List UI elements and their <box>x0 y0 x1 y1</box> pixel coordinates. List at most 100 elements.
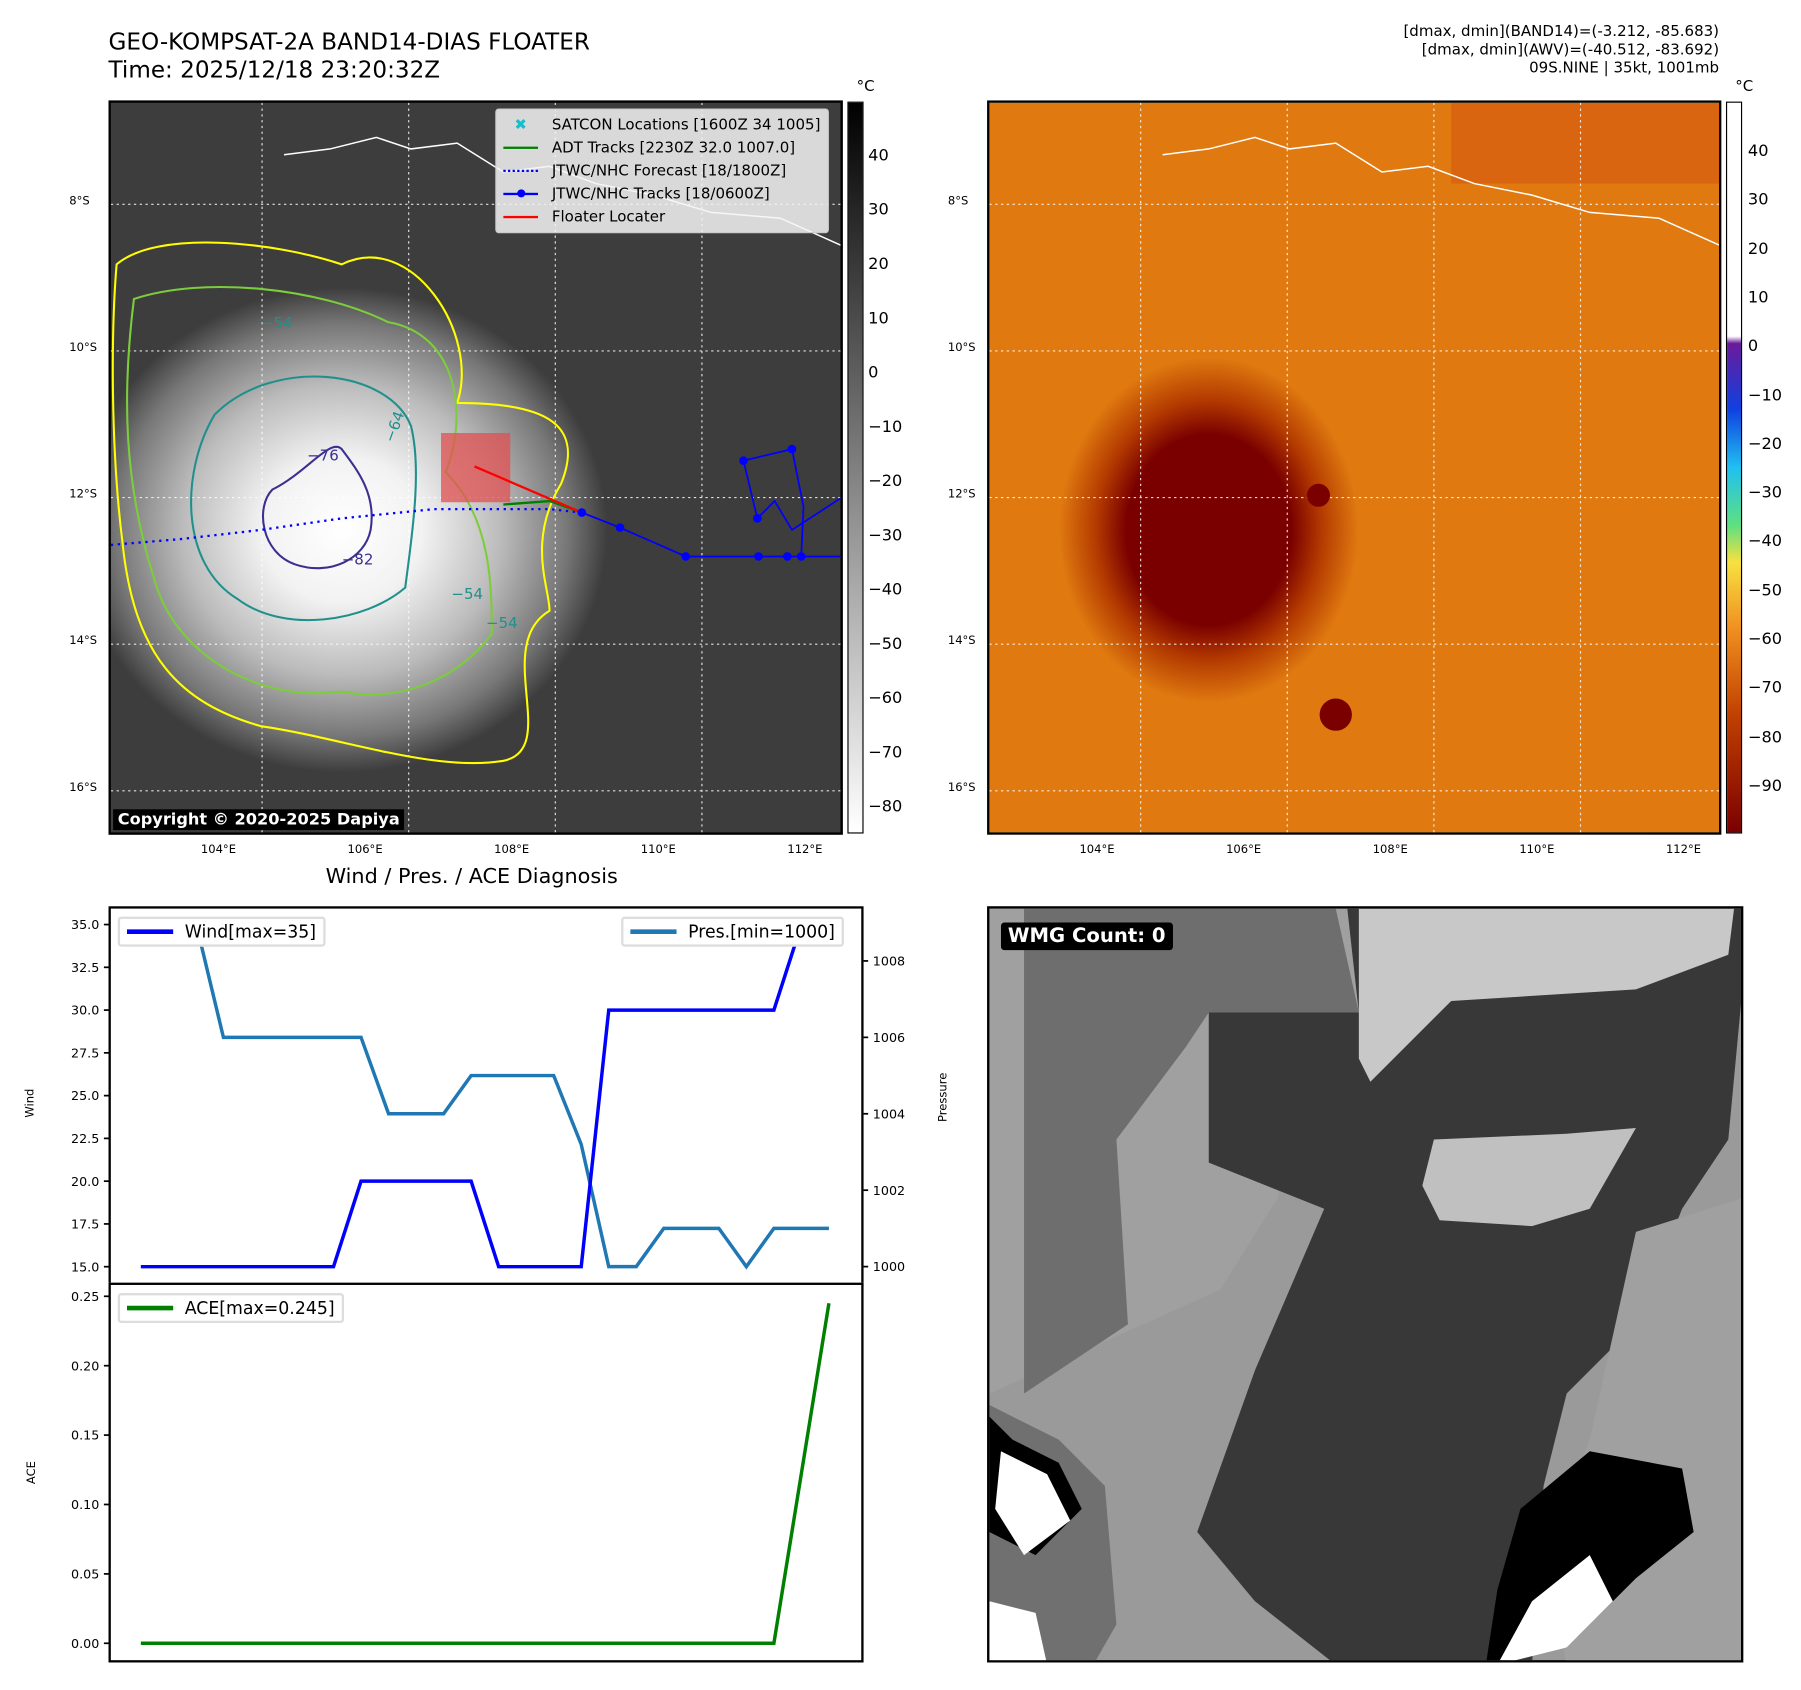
lon-tick-label: 106°E <box>1226 843 1262 857</box>
y-tick-label: 0.00 <box>71 1636 99 1651</box>
lon-tick-label: 104°E <box>1079 843 1115 857</box>
right-colorbar-tick: −70 <box>1747 679 1783 698</box>
right-colorbar-tick: −10 <box>1747 386 1783 405</box>
legend-item-adt: ADT Tracks [2230Z 32.0 1007.0] <box>503 136 820 159</box>
wmg-image <box>989 908 1741 1661</box>
y-tick-label: 30.0 <box>71 1003 99 1018</box>
right-colorbar-tick: 20 <box>1747 239 1769 259</box>
legend-label: ACE[max=0.245] <box>184 1297 335 1319</box>
legend-item-tracks: JTWC/NHC Tracks [18/0600Z] <box>503 182 820 205</box>
title-line-2: Time: 2025/12/18 23:20:32Z <box>108 55 441 84</box>
left-colorbar-tick: 40 <box>868 146 889 166</box>
y-tick-label: 25.0 <box>71 1088 99 1103</box>
lon-tick-label: 108°E <box>494 843 530 857</box>
ir-map-panel: −54 −64 −76 −82 −54 −54 ✖ SATCON Location… <box>108 100 843 835</box>
line-dot-icon <box>503 189 538 198</box>
jtwc-best-track <box>577 444 841 561</box>
gridlines <box>989 102 1720 833</box>
lon-tick-label: 112°E <box>1665 843 1702 857</box>
legend-item-satcon: ✖ SATCON Locations [1600Z 34 1005] <box>503 113 820 136</box>
ace-plot <box>108 1282 864 1663</box>
left-colorbar-tick: −20 <box>868 472 903 491</box>
contour-teal <box>190 375 417 622</box>
wind-pressure-plot <box>108 906 864 1287</box>
lat-tick-label: 12°S <box>69 488 98 502</box>
right-colorbar-tick: −80 <box>1747 728 1783 747</box>
y-tick-label: 0.15 <box>71 1428 99 1443</box>
left-colorbar-tick: −80 <box>868 797 903 817</box>
y-tick-label: 0.25 <box>71 1289 99 1304</box>
wind-axis-label: Wind <box>24 1088 38 1118</box>
jtwc-forecast-track <box>110 507 582 547</box>
ace-legend: ACE[max=0.245] <box>117 1293 344 1324</box>
y-tick-label: 15.0 <box>71 1259 99 1274</box>
lat-tick-label: 10°S <box>69 341 98 355</box>
left-colorbar <box>847 101 864 834</box>
left-colorbar-tick: −40 <box>868 580 903 600</box>
left-colorbar-tick: −60 <box>868 689 903 708</box>
lat-tick-label: 12°S <box>947 488 976 502</box>
pressure-axis-label: Pressure <box>937 1072 950 1123</box>
right-colorbar-tick: 10 <box>1747 288 1769 307</box>
title-line-1: GEO-KOMPSAT-2A BAND14-DIAS FLOATER <box>108 27 590 56</box>
info-storm: 09S.NINE | 35kt, 1001mb <box>1529 60 1720 78</box>
right-colorbar-tick: 40 <box>1747 142 1769 161</box>
left-colorbar-tick: −70 <box>868 743 903 762</box>
y-tick-label: 1002 <box>873 1183 905 1198</box>
wind-legend: Wind[max=35] <box>117 916 326 947</box>
info-awv: [dmax, dmin](AWV)=(-40.512, -83.692) <box>1421 41 1720 59</box>
right-colorbar-tick: −30 <box>1747 483 1783 503</box>
legend-label: Pres.[min=1000] <box>688 921 835 943</box>
storm-info: [dmax, dmin](BAND14)=(-3.212, -85.683) [… <box>1403 23 1719 78</box>
contour-purple <box>261 445 373 570</box>
lat-tick-label: 8°S <box>69 195 90 208</box>
wmg-count-label: WMG Count: 0 <box>1000 922 1173 951</box>
y-tick-label: 32.5 <box>71 960 99 975</box>
wmg-panel: WMG Count: 0 <box>987 906 1744 1663</box>
figure-title: GEO-KOMPSAT-2A BAND14-DIAS FLOATER Time:… <box>109 28 590 83</box>
lat-tick-label: 14°S <box>69 634 98 648</box>
info-band14: [dmax, dmin](BAND14)=(-3.212, -85.683) <box>1403 23 1720 41</box>
left-colorbar-tick: 0 <box>868 363 879 383</box>
lat-tick-label: 16°S <box>69 781 98 795</box>
y-tick-label: 1008 <box>873 954 905 969</box>
wind-line-swatch-icon <box>126 929 174 934</box>
contour-yellow <box>111 241 570 765</box>
contour-label: −64 <box>381 409 409 445</box>
lat-tick-label: 10°S <box>947 341 976 355</box>
lon-tick-label: 110°E <box>1519 843 1555 857</box>
ir-map-overlay: −54 −64 −76 −82 −54 −54 <box>110 102 841 833</box>
y-tick-label: 27.5 <box>71 1045 99 1060</box>
lon-tick-label: 112°E <box>787 843 823 857</box>
dotted-line-icon <box>503 169 538 173</box>
y-tick-label: 17.5 <box>71 1217 99 1232</box>
contour-label: −76 <box>307 447 339 465</box>
awv-map-overlay <box>989 102 1720 833</box>
right-colorbar-tick: −20 <box>1747 435 1783 454</box>
pressure-line-swatch-icon <box>630 929 677 934</box>
legend-label: SATCON Locations [1600Z 34 1005] <box>551 116 821 134</box>
left-colorbar-tick: −50 <box>868 634 903 654</box>
left-colorbar-tick: 30 <box>868 200 889 220</box>
pressure-legend: Pres.[min=1000] <box>621 916 845 947</box>
right-colorbar-tick: −50 <box>1747 581 1783 600</box>
x-marker-icon: ✖ <box>514 116 527 134</box>
ace-axis-label: ACE <box>25 1461 39 1485</box>
right-colorbar-tick: −40 <box>1747 532 1783 552</box>
lat-tick-label: 8°S <box>947 195 969 208</box>
y-tick-label: 0.20 <box>71 1358 99 1373</box>
lon-tick-label: 104°E <box>200 843 236 857</box>
lon-tick-label: 108°E <box>1372 843 1408 857</box>
y-tick-label: 1006 <box>873 1030 905 1045</box>
legend-label: Floater Locater <box>551 208 666 226</box>
y-tick-label: 35.0 <box>71 917 99 932</box>
lon-tick-label: 110°E <box>640 843 676 857</box>
legend-label: JTWC/NHC Forecast [18/1800Z] <box>551 162 787 180</box>
legend-label: JTWC/NHC Tracks [18/0600Z] <box>551 185 770 203</box>
ace-line-swatch-icon <box>126 1305 174 1311</box>
contour-label: −54 <box>451 585 483 603</box>
legend-item-floater: Floater Locater <box>503 206 820 229</box>
y-tick-label: 1004 <box>873 1106 905 1121</box>
left-colorbar-tick: −30 <box>868 526 903 545</box>
legend-label: ADT Tracks [2230Z 32.0 1007.0] <box>551 139 796 157</box>
